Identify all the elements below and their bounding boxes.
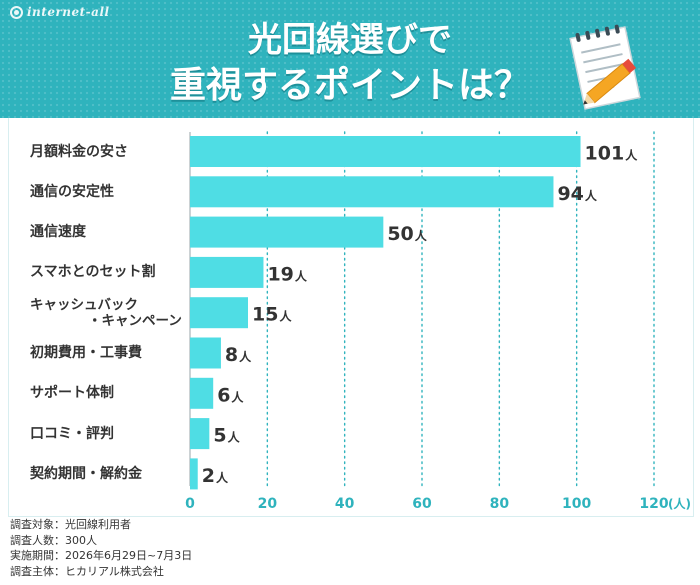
x-tick-label: 100 — [562, 496, 591, 512]
category-label: スマホとのセット割 — [30, 264, 155, 280]
data-label: 2人 — [202, 465, 229, 487]
data-label: 8人 — [225, 344, 252, 366]
globe-icon — [10, 5, 23, 19]
bar — [190, 418, 210, 450]
data-label: 5人 — [213, 425, 240, 447]
category-label-line: キャッシュバック — [30, 296, 138, 313]
data-label: 101人 — [585, 143, 639, 165]
category-label: 通信速度 — [30, 224, 86, 240]
category-label-line: サポート体制 — [30, 385, 114, 402]
note-period: 実施期間：2026年6月29日~7月3日 — [10, 549, 193, 562]
x-tick-label: 20 — [258, 496, 278, 512]
bar — [190, 458, 198, 490]
category-label-line: 初期費用・工事費 — [30, 345, 142, 361]
category-label-line: 通信速度 — [30, 224, 86, 241]
data-label: 15人 — [252, 304, 292, 326]
brand-logo: internet-all — [10, 5, 110, 19]
title-line-2: 重視するポイントは？ — [169, 65, 530, 106]
bar — [190, 337, 221, 369]
note-organizer: 調査主体：ヒカリアル株式会社 — [10, 564, 164, 578]
x-tick-label: 0 — [185, 496, 195, 512]
survey-notes: 調査対象：光回線利用者 調査人数：300人 実施期間：2026年6月29日~7月… — [10, 517, 192, 579]
bar — [190, 216, 384, 248]
category-label: 月額料金の安さ — [30, 144, 128, 160]
category-label: 契約期間・解約金 — [30, 466, 142, 482]
x-tick-label: 40 — [335, 496, 355, 512]
category-label: 初期費用・工事費 — [30, 345, 142, 361]
bar — [190, 297, 248, 329]
category-label: 通信の安定性 — [30, 184, 114, 200]
data-label: 6人 — [217, 384, 244, 406]
note-count: 調査人数：300人 — [10, 533, 97, 547]
title-line-1: 光回線選びで — [248, 20, 452, 60]
category-label: キャッシュバック ・キャンペーン — [30, 297, 182, 329]
category-label-line: 通信の安定性 — [30, 183, 114, 200]
category-label: サポート体制 — [30, 385, 114, 401]
category-label-line: 契約期間・解約金 — [30, 465, 142, 482]
x-axis-unit: (人) — [668, 496, 691, 511]
bar — [190, 176, 554, 208]
header-banner: internet-all 光回線選びで 重視するポイントは？ — [0, 0, 700, 118]
data-label: 19人 — [267, 263, 307, 285]
bar — [190, 377, 214, 409]
data-label: 50人 — [387, 223, 427, 245]
x-tick-label: 120 — [639, 496, 668, 512]
category-label-line: ・キャンペーン — [88, 312, 182, 329]
bar — [190, 256, 264, 288]
category-label-line: 月額料金の安さ — [30, 143, 128, 160]
data-label: 94人 — [557, 183, 597, 205]
brand-name: internet-all — [27, 5, 110, 19]
category-label-line: スマホとのセット割 — [30, 264, 156, 281]
memo-pencil-icon — [569, 24, 641, 110]
category-label: 口コミ・評判 — [30, 426, 114, 442]
x-tick-label: 80 — [490, 496, 510, 512]
x-tick-label: 60 — [412, 496, 432, 512]
note-target: 調査対象：光回線利用者 — [10, 518, 131, 531]
category-label-line: 口コミ・評判 — [30, 425, 114, 442]
bar — [190, 136, 581, 167]
